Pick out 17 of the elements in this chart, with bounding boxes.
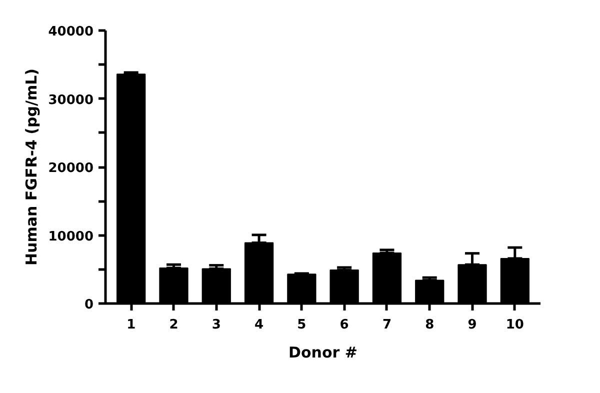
x-tick-label: 6 [340,318,349,332]
x-tick-label: 3 [212,318,221,332]
x-tick-label: 7 [382,318,392,332]
x-tick-label: 9 [468,318,477,332]
x-tick-label: 8 [425,318,434,332]
x-tick-label: 1 [126,318,136,332]
x-tick-label: 2 [169,318,178,332]
y-tick-label: 10000 [48,229,94,244]
y-tick-label: 20000 [48,161,94,176]
x-tick-label: 10 [506,318,524,332]
y-tick-label: 30000 [48,92,94,108]
y-tick-label: 0 [84,298,94,312]
y-axis-title: Human FGFR-4 (pg/mL) [22,68,40,266]
y-tick-label: 40000 [48,24,94,40]
x-axis-title: Donor # [288,344,358,362]
x-tick-label: 5 [297,318,306,332]
x-tick-label: 4 [254,318,264,332]
